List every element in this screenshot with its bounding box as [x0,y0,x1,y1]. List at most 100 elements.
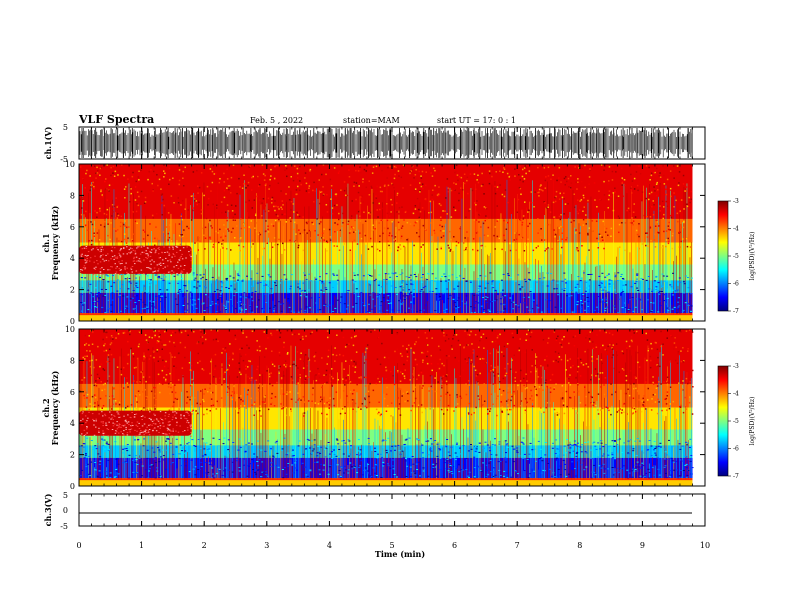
spectrogram-speckle [230,231,233,233]
spectrogram-speckle [202,369,205,371]
spectrogram-streak [538,469,539,480]
spectrogram-noise [209,443,212,445]
spectrogram-streak [565,354,566,480]
spectrogram-noise [501,290,504,292]
spectrogram-speckle [209,236,211,239]
spectrogram-noise [602,463,605,465]
spectrogram-noise [486,444,489,446]
spectrogram-noise [280,310,283,312]
spectrogram-noise [608,311,611,313]
spectrogram-noise [641,462,644,464]
spectrogram-noise [88,473,90,475]
spectrogram-noise [538,278,541,280]
spectrogram-speckle [440,219,442,221]
spectrogram-speckle [558,198,561,200]
spectrogram-noise [342,453,345,455]
spectrogram-speckle [665,230,668,232]
spectrogram-noise [411,308,414,310]
spectrogram-noise [305,296,308,298]
spectrogram-noise [677,301,680,303]
spectrogram-streak [668,455,670,480]
spectrogram-noise [533,448,536,450]
spectrogram-speckle [155,226,157,228]
spectrogram-noise [428,290,431,292]
spectrogram-noise [218,439,221,440]
spectrogram-streak [118,459,119,480]
spectrogram-streak [640,292,641,315]
spectrogram-speckle [136,381,138,383]
emission-texture [86,255,88,257]
spectrogram-streak [680,404,682,480]
spectrogram-noise [605,475,608,477]
spectrogram-speckle [223,224,225,226]
spectrogram-speckle [146,408,148,411]
spectrogram-speckle [535,356,538,358]
spectrogram-noise [204,453,207,455]
spectrogram-streak [512,300,514,315]
spectrogram-speckle [286,329,289,332]
spectrogram-speckle [540,189,543,191]
spectrogram-speckle [240,355,242,357]
spectrogram-speckle [573,391,575,393]
spectrogram-speckle [663,206,665,208]
spectrogram-noise [203,310,206,312]
spectrogram-noise [584,290,587,292]
spectrogram-noise [577,460,580,462]
spectrogram-speckle [85,205,87,207]
spectrogram-noise [95,469,97,471]
spectrogram-noise [651,467,654,469]
spectrogram-noise [142,445,145,447]
spectrogram-streak [500,408,502,480]
spectrogram-speckle [501,193,504,196]
spectrogram-speckle [93,235,95,237]
spectrogram-noise [679,281,682,283]
spectrogram-speckle [131,211,134,213]
spectrogram-noise [478,475,480,477]
spectrogram-streak [248,444,250,480]
spectrogram-noise [551,281,553,282]
spectrogram-noise [197,281,199,283]
spectrogram-speckle [100,190,102,193]
spectrogram-noise [400,292,403,294]
spectrogram-noise [393,312,396,314]
spectrogram-speckle [359,215,361,217]
spectrogram-speckle [156,213,158,215]
spectrogram-speckle [367,390,370,393]
spectrogram-speckle [451,348,453,350]
spectrogram-speckle [105,178,107,180]
spectrogram-streak [242,223,244,315]
spectrogram-speckle [329,178,332,181]
spectrogram-noise [434,277,437,279]
spectrogram-noise [516,447,519,449]
spectrogram-streak [205,443,206,480]
spectrogram-noise [492,471,495,473]
spectrogram-streak [682,385,683,480]
spectrogram-speckle [254,227,256,229]
spectrogram-speckle [445,197,447,199]
spectrogram-speckle [127,178,129,180]
spectrogram-noise [313,461,316,463]
spectrogram-speckle [657,189,659,191]
spectrogram-noise [346,290,349,291]
spectrogram-noise [586,297,589,298]
spectrogram-noise [687,287,690,289]
spectrogram-noise [371,298,374,300]
spectrogram-noise [184,461,187,463]
spectrogram-speckle [614,187,616,189]
spectrogram-streak [541,413,542,480]
spectrogram-noise [622,465,625,467]
emission-texture [180,265,182,267]
spectrogram-speckle [255,214,257,217]
spectrogram-noise [434,310,437,312]
spectrogram-speckle [524,388,527,390]
spectrogram-speckle [116,206,118,208]
spectrogram-streak [604,397,605,480]
spectrogram-noise [79,475,82,477]
spectrogram-speckle [575,232,577,234]
spectrogram-streak [427,421,428,480]
spectrogram-streak [413,367,415,480]
spectrogram-speckle [399,352,402,355]
spectrogram-speckle [336,245,338,247]
spectrogram-speckle [172,204,175,206]
